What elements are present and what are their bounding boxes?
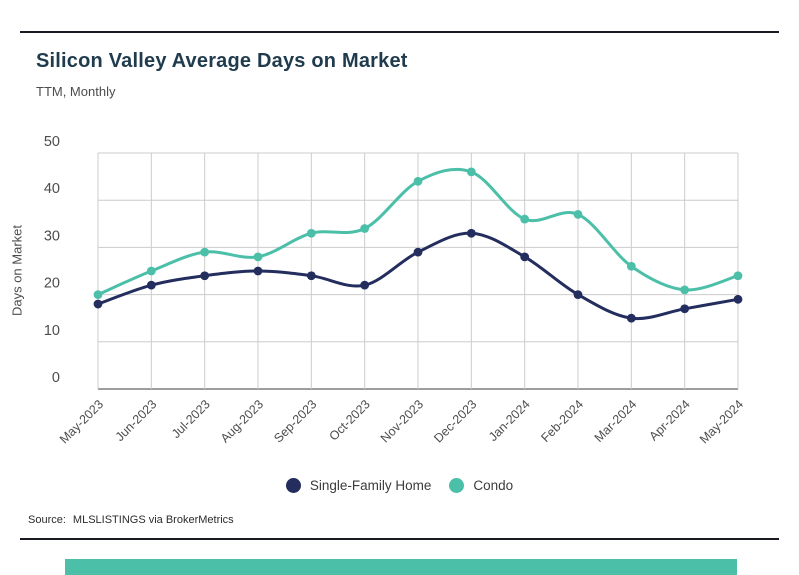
bottom-rule-divider [20,538,779,540]
source-text: MLSLISTINGS via BrokerMetrics [72,514,234,526]
legend-label: Single-Family Home [309,478,432,493]
y-tick-label: 50 [44,134,60,150]
source-label: Source: [28,514,66,526]
x-tick-label: May-2024 [697,397,746,446]
data-point-condo [626,261,636,271]
data-point-condo [200,247,210,257]
x-tick-label: Aug-2023 [218,397,266,445]
x-tick-label: Oct-2023 [327,397,373,443]
data-point-condo [680,285,690,295]
y-tick-label: 0 [52,370,60,386]
data-point-single-family-home [253,266,263,276]
chart-legend: Single-Family Home Condo [0,478,799,493]
data-point-single-family-home [520,252,530,262]
data-point-single-family-home [200,271,210,281]
data-point-single-family-home [680,304,690,314]
data-point-condo [733,271,743,281]
data-point-condo [253,252,263,262]
data-point-condo [573,209,583,219]
line-chart: 0 10 20 30 40 50 May-2023 Jun-2023 Jul-2023 Aug-2… [44,134,746,446]
y-tick-label: 10 [44,323,60,339]
x-tick-label: Jan-2024 [486,397,533,444]
y-tick-label: 40 [44,181,60,197]
legend-item-condo: Condo [449,478,513,493]
x-tick-label: Jul-2023 [169,397,213,441]
data-point-condo [520,214,530,224]
y-tick-label: 20 [44,276,60,292]
x-tick-label: Sep-2023 [271,397,319,445]
data-point-single-family-home [733,294,743,304]
y-tick-label: 30 [44,228,60,244]
x-tick-label: Nov-2023 [378,397,426,445]
data-point-single-family-home [93,299,103,309]
chart-subtitle: TTM, Monthly [36,84,116,99]
x-tick-label: Feb-2024 [538,397,586,445]
data-point-condo [466,167,476,177]
data-point-condo [306,228,316,238]
data-point-single-family-home [306,271,316,281]
data-point-single-family-home [413,247,423,257]
data-point-condo [146,266,156,276]
x-tick-label: Dec-2023 [431,397,479,445]
chart-title: Silicon Valley Average Days on Market [36,50,408,72]
legend-item-single-family-home: Single-Family Home [285,478,432,493]
x-tick-label: May-2023 [57,397,106,446]
data-point-condo [93,290,103,299]
footer-accent-bar [65,559,737,575]
data-point-single-family-home [360,280,370,290]
single-family-home-legend-dot-icon [285,478,301,493]
source-attribution: Source: MLSLISTINGS via BrokerMetrics [28,514,234,526]
data-point-single-family-home [466,228,476,238]
condo-legend-dot-icon [449,478,465,493]
top-rule-divider [20,31,779,33]
x-tick-label: Apr-2024 [647,397,693,443]
x-tick-label: Jun-2023 [113,397,160,444]
data-point-single-family-home [573,290,583,299]
data-point-single-family-home [146,280,156,290]
data-point-condo [413,176,423,186]
legend-label: Condo [473,478,514,493]
x-tick-label: Mar-2024 [592,397,640,445]
data-point-condo [360,224,370,233]
data-point-single-family-home [626,313,636,323]
